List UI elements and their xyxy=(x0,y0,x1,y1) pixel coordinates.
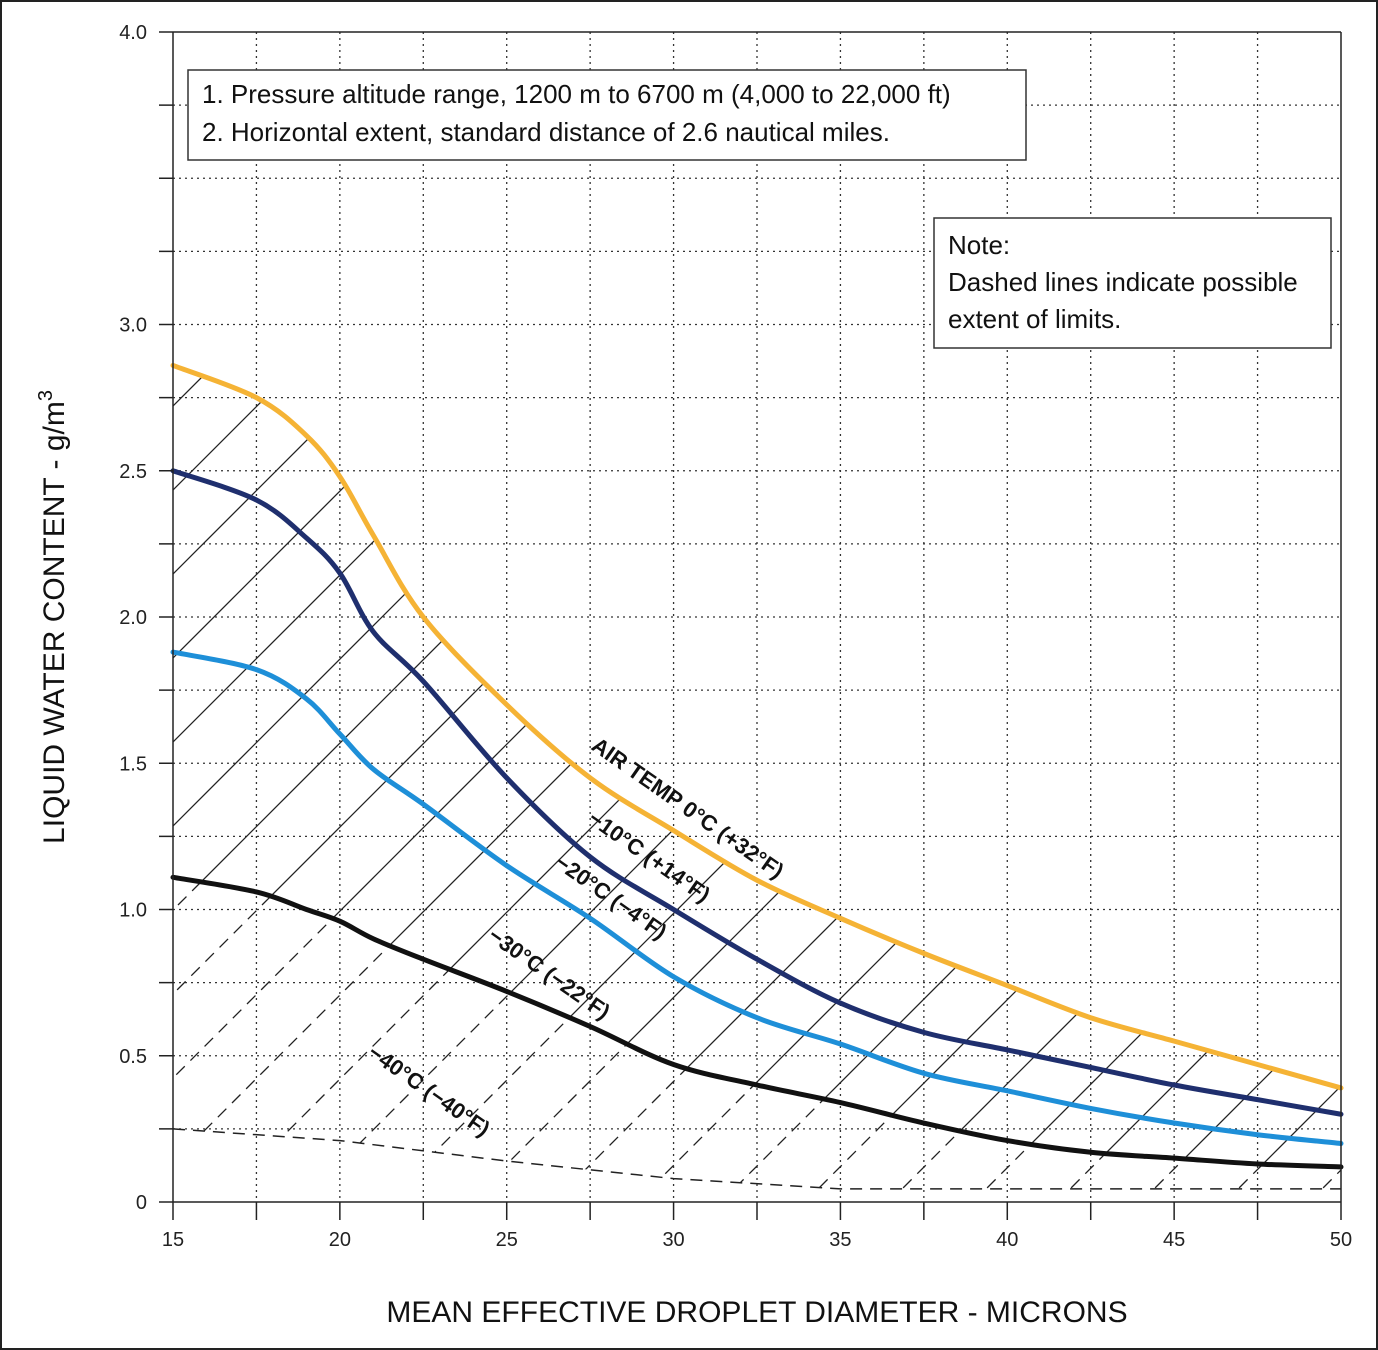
note-line-2: Dashed lines indicate possible xyxy=(948,267,1298,297)
y-axis-title-superscript: 3 xyxy=(35,390,57,401)
x-tick-label: 15 xyxy=(162,1229,184,1251)
series-label-4: −40°C (−40°F) xyxy=(364,1039,495,1141)
hatch-line xyxy=(173,365,464,1167)
y-tick-label: 2.0 xyxy=(119,607,147,629)
y-axis-title: LIQUID WATER CONTENT - g/m3 xyxy=(35,390,71,844)
hatch-line-dashed xyxy=(2,32,43,1202)
hatch-line-dashed xyxy=(552,877,1341,1189)
axes: 15 20 25 30 35 40 45 50 0 0.5 1.0 1.5 2.0 2.5 3.0 4.0 xyxy=(119,22,1352,1251)
y-tick-label: 2.5 xyxy=(119,461,147,483)
series-layer xyxy=(170,362,1344,1190)
x-axis-title: MEAN EFFECTIVE DROPLET DIAMETER - MICRON… xyxy=(386,1296,1127,1329)
note-box: Note: Dashed lines indicate possible ext… xyxy=(933,217,1332,349)
hatch-line xyxy=(173,365,968,1167)
y-tick-label: 3.0 xyxy=(119,315,147,337)
y-tick-label: 4.0 xyxy=(119,22,147,44)
note-line-3: extent of limits. xyxy=(948,304,1121,334)
notes-box: 1. Pressure altitude range, 1200 m to 67… xyxy=(187,69,1027,161)
y-tick-label: 0 xyxy=(136,1192,147,1214)
x-tick-label: 35 xyxy=(829,1229,851,1251)
x-tick-label: 40 xyxy=(996,1229,1018,1251)
series-line-0 xyxy=(170,362,1344,1091)
y-tick-label: 1.5 xyxy=(119,753,147,775)
series-label-0: AIR TEMP 0°C (+32°F) xyxy=(587,732,788,883)
y-tick-label: 1.0 xyxy=(119,900,147,922)
hatch-line xyxy=(804,365,1341,1167)
hatch-line xyxy=(552,365,1341,1167)
x-tick-label: 50 xyxy=(1330,1229,1352,1251)
notes-line-1: 1. Pressure altitude range, 1200 m to 67… xyxy=(202,79,951,109)
hatch-line xyxy=(173,365,716,1167)
hatch-line-dashed xyxy=(173,877,548,1189)
x-tick-label: 30 xyxy=(662,1229,684,1251)
hatch-line-dashed xyxy=(173,877,716,1189)
hatch-line-dashed xyxy=(173,877,464,1189)
series-line-2 xyxy=(170,649,1344,1146)
grid xyxy=(173,32,1341,1202)
series-dashed-limit xyxy=(172,1128,1341,1190)
hatch-line xyxy=(2,32,43,1202)
note-line-1: Note: xyxy=(948,230,1010,260)
hatch-line xyxy=(173,365,884,1167)
y-tick-label: 0.5 xyxy=(119,1046,147,1068)
x-tick-label: 25 xyxy=(496,1229,518,1251)
series-line-3 xyxy=(170,874,1344,1170)
x-tick-label: 20 xyxy=(329,1229,351,1251)
y-axis-title-text: LIQUID WATER CONTENT - g/m xyxy=(38,401,71,844)
x-tick-label: 45 xyxy=(1163,1229,1185,1251)
hatch-line-dashed xyxy=(173,877,632,1189)
hatch-line xyxy=(173,365,800,1167)
series-line-1 xyxy=(170,468,1344,1117)
hatch-line xyxy=(173,365,632,1167)
hatch-line xyxy=(173,365,548,1167)
notes-line-2: 2. Horizontal extent, standard distance … xyxy=(202,117,890,147)
